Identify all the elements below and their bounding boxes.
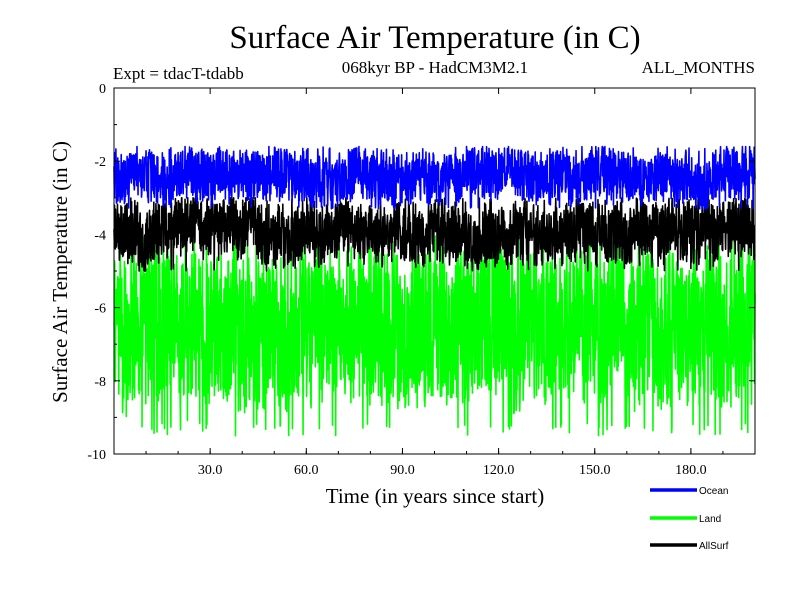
series-line-allsurf: [113, 197, 756, 272]
y-tick-label: -10: [87, 448, 106, 463]
series-line-land: [113, 233, 756, 437]
legend-label-allsurf: AllSurf: [699, 541, 729, 552]
experiment-label: Expt = tdacT-tdabb: [113, 64, 244, 83]
x-tick-label: 30.0: [198, 463, 223, 478]
legend-label-ocean: Ocean: [699, 486, 728, 497]
x-tick-label: 60.0: [294, 463, 319, 478]
x-tick-label: 150.0: [579, 463, 611, 478]
x-tick-label: 90.0: [390, 463, 415, 478]
model-label: 068kyr BP - HadCM3M2.1: [342, 58, 528, 77]
y-tick-label: -4: [94, 228, 106, 243]
y-tick-label: 0: [99, 82, 106, 97]
x-tick-label: 120.0: [483, 463, 515, 478]
y-axis-label: Surface Air Temperature (in C): [48, 141, 72, 403]
plot-series-group: [113, 145, 756, 437]
y-axis: 0 -2 -4 -6 -8 -10: [87, 82, 755, 463]
x-axis-label: Time (in years since start): [326, 484, 545, 508]
months-label: ALL_MONTHS: [642, 58, 755, 77]
x-tick-label: 180.0: [675, 463, 707, 478]
y-tick-label: -8: [94, 375, 106, 390]
x-axis: 30.0 60.0 90.0 120.0 150.0 180.0: [145, 88, 724, 478]
legend-label-land: Land: [699, 514, 721, 525]
y-tick-label: -6: [94, 302, 106, 317]
chart-title: Surface Air Temperature (in C): [229, 20, 640, 56]
y-tick-label: -2: [94, 155, 106, 170]
legend: Ocean Land AllSurf: [650, 486, 729, 552]
series-line-ocean: [113, 145, 756, 210]
